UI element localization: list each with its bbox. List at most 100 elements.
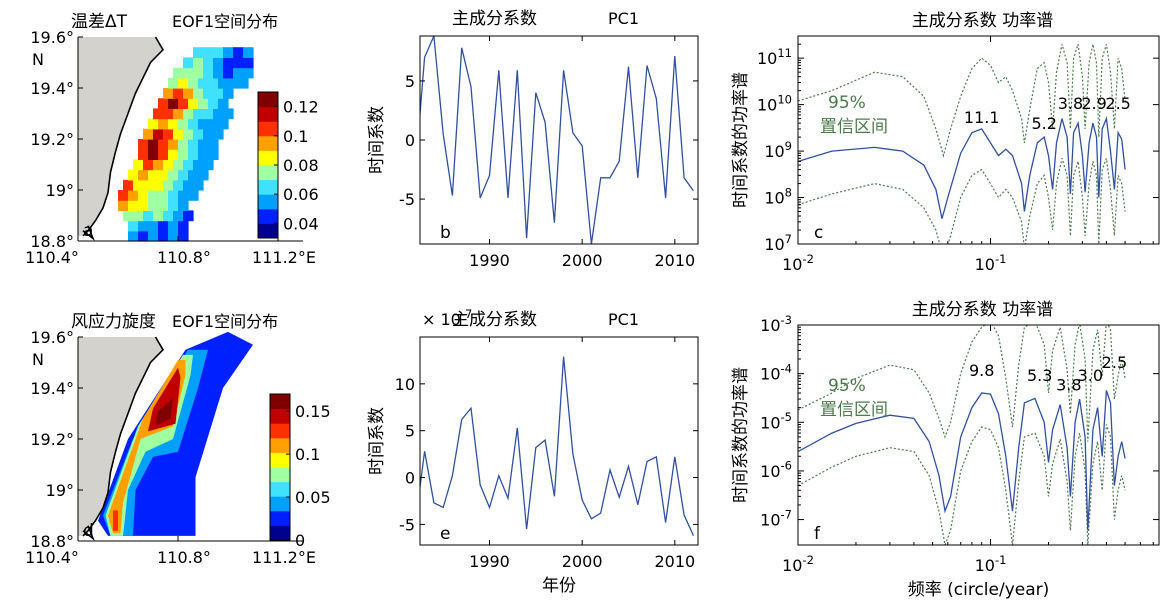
heat-cell — [168, 98, 179, 109]
panel-letter: a — [83, 221, 93, 241]
y-tick-label: 5 — [405, 72, 415, 91]
colorbar-segment — [270, 481, 290, 497]
panel-title-left: 温差ΔT — [71, 12, 128, 32]
heat-cell — [243, 67, 254, 79]
heat-cell — [178, 77, 189, 89]
panel-title: 主成分系数 功率谱 — [912, 11, 1053, 31]
confidence-upper-line — [798, 325, 1126, 442]
colorbar-segment — [258, 179, 278, 195]
heat-cell — [153, 179, 164, 191]
heat-cell — [163, 179, 174, 191]
heat-cell — [123, 179, 134, 191]
confidence-lower-line — [798, 158, 1126, 244]
x-tick-label: 110.8° — [157, 548, 211, 567]
peak-label: 3.8 — [1056, 376, 1081, 395]
colorbar-tick-label: 0.08 — [283, 156, 319, 175]
heat-cell — [148, 230, 159, 242]
confidence-lower-line — [798, 424, 1126, 545]
x-axis-label: 年份 — [542, 576, 576, 596]
peak-label: 2.5 — [1105, 94, 1130, 113]
heat-cell — [193, 159, 204, 171]
y-tick-label: 19.4° — [30, 379, 74, 398]
heat-cell — [203, 88, 214, 99]
heat-cell — [208, 98, 219, 109]
panel-title-right: EOF1空间分布 — [172, 312, 278, 331]
heat-cell — [223, 47, 234, 58]
confidence-upper-line — [798, 44, 1126, 158]
heat-cell — [193, 88, 204, 99]
heat-cell — [178, 118, 189, 130]
heat-cell — [203, 128, 214, 140]
coastline — [82, 36, 165, 237]
heat-cell — [128, 200, 139, 211]
colorbar-tick-label: 0.12 — [283, 98, 319, 117]
heat-cell — [128, 190, 139, 201]
colorbar-segment — [270, 496, 290, 512]
colorbar-segment — [270, 467, 290, 483]
heat-cell — [198, 139, 209, 150]
heat-cell — [128, 169, 139, 181]
heat-cell — [178, 190, 189, 201]
heat-cell — [193, 108, 204, 120]
power-spectrum-line — [798, 390, 1126, 531]
spectrum-panel-c: 107 108 109 1010 1011 10-2 10-1 主成分系数 功率谱时间系数的功… — [731, 11, 1160, 274]
heat-cell — [138, 169, 149, 181]
heat-cell — [213, 108, 224, 120]
panel-title-right: EOF1空间分布 — [172, 12, 278, 31]
power-spectrum-line — [798, 116, 1126, 219]
colorbar-segment — [258, 208, 278, 224]
heat-cell — [208, 118, 219, 130]
heat-cell — [158, 118, 169, 130]
y-tick-label: 0 — [405, 469, 415, 488]
timeseries-panel-b: -5 0 5 1990 2000 2010 主成分系数 PC1 时间系数 b — [367, 9, 699, 270]
heat-cell — [183, 67, 194, 79]
y-tick-label: 10-4 — [760, 361, 792, 383]
heat-cell — [163, 108, 174, 120]
heat-cell — [118, 200, 129, 211]
y-tick-label: 10-6 — [760, 459, 792, 481]
heat-cell — [223, 88, 234, 99]
heat-cell — [128, 230, 139, 242]
y-axis-label: 时间系数的功率谱 — [731, 72, 751, 208]
heat-cell — [168, 220, 179, 232]
plot-frame — [419, 336, 699, 546]
heat-cell — [148, 220, 159, 232]
x-tick-label: 111.2°E — [252, 548, 316, 567]
heat-cell — [188, 98, 199, 109]
colorbar-tick-label: 0.05 — [295, 488, 331, 507]
panel-letter: f — [814, 524, 821, 544]
heat-cell — [243, 47, 254, 58]
heat-cell — [188, 169, 199, 181]
colorbar-segment — [258, 194, 278, 210]
panel-letter: c — [814, 223, 823, 243]
heat-cell — [148, 118, 159, 130]
heat-cell — [158, 139, 169, 150]
pc1-series-line — [420, 36, 694, 244]
panel-title-left: 风应力旋度 — [71, 312, 156, 332]
heat-cell — [118, 190, 129, 201]
peak-label: 11.1 — [964, 108, 1000, 127]
colorbar-segment — [258, 121, 278, 137]
panel-letter: e — [440, 524, 450, 544]
heat-cell — [203, 67, 214, 79]
x-tick-label: 10-2 — [782, 553, 814, 575]
heat-cell — [168, 200, 179, 211]
heat-cell — [213, 88, 224, 99]
y-tick-label: 19° — [46, 181, 74, 200]
confidence-label: 置信区间 — [820, 117, 888, 137]
contour-band — [148, 367, 181, 432]
colorbar-segment — [270, 437, 290, 453]
panel-title-left: 主成分系数 — [452, 9, 537, 29]
heat-cell — [143, 210, 154, 222]
colorbar-frame — [269, 393, 291, 541]
colorbar-segment — [270, 510, 290, 526]
heat-cell — [158, 220, 169, 232]
heat-cell — [213, 128, 224, 140]
heat-cell — [158, 169, 169, 181]
peak-label: 3.8 — [1058, 94, 1083, 113]
peak-label: 9.8 — [969, 361, 994, 380]
heat-cell — [163, 159, 174, 171]
heat-cell — [153, 210, 164, 222]
heat-cell — [158, 230, 169, 242]
